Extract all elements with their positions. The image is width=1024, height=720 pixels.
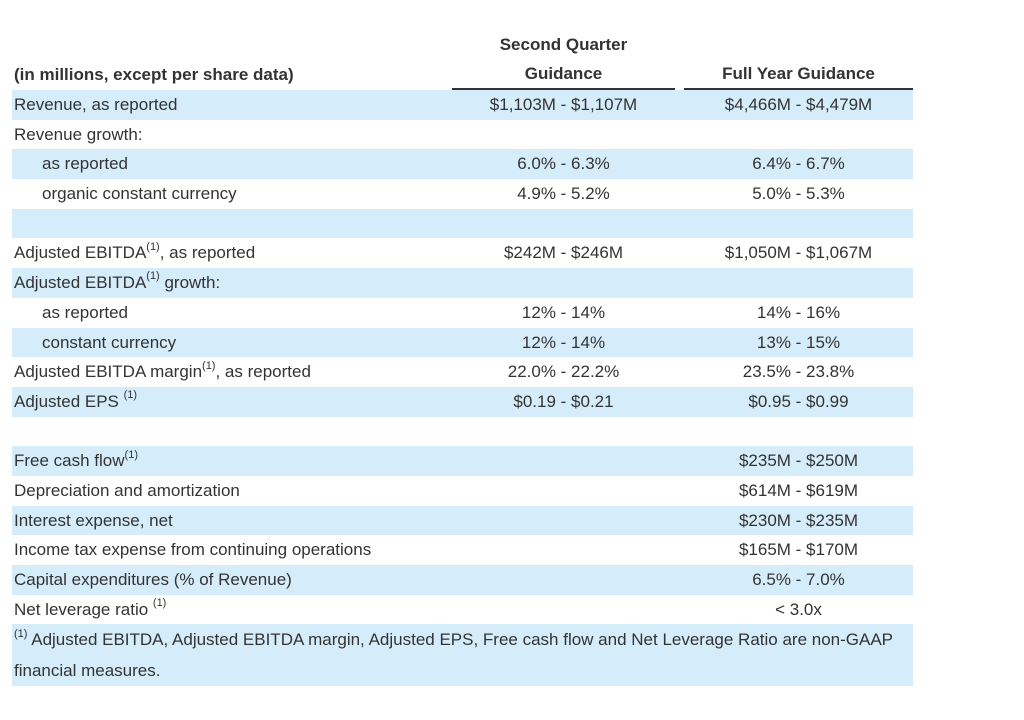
row-label: Income tax expense from continuing opera… bbox=[14, 540, 372, 560]
second-quarter-value: $1,103M - $1,107M bbox=[489, 95, 638, 114]
table-row: Adjusted EBITDA margin(1), as reported 2… bbox=[12, 357, 913, 387]
full-year-value: 23.5% - 23.8% bbox=[742, 362, 855, 382]
table-row: Capital expenditures (% of Revenue) 6.5%… bbox=[12, 565, 913, 595]
full-year-value: 6.5% - 7.0% bbox=[752, 570, 845, 589]
footnote-marker: (1) bbox=[202, 359, 216, 372]
footnote-marker: (1) bbox=[124, 448, 138, 461]
second-quarter-value: 6.0% - 6.3% bbox=[517, 154, 610, 174]
table-row: Interest expense, net $230M - $235M bbox=[12, 505, 913, 536]
header-row: (in millions, except per share data) Gui… bbox=[12, 60, 913, 90]
row-label: Capital expenditures (% of Revenue) bbox=[14, 570, 292, 589]
full-year-value: $4,466M - $4,479M bbox=[724, 95, 873, 114]
header-guidance: Guidance bbox=[452, 60, 675, 90]
full-year-value: $1,050M - $1,067M bbox=[724, 243, 873, 263]
header-label-column: (in millions, except per share data) bbox=[14, 65, 294, 84]
footnote-marker: (1) bbox=[123, 389, 138, 402]
second-quarter-value: 22.0% - 22.2% bbox=[507, 362, 620, 382]
table-row: as reported 12% - 14% 14% - 16% bbox=[12, 298, 913, 328]
table-row: Net leverage ratio (1) < 3.0x bbox=[12, 595, 913, 625]
row-label: Free cash flow(1) bbox=[14, 448, 138, 471]
header-second-quarter: Second Quarter bbox=[499, 35, 628, 54]
full-year-value: $230M - $235M bbox=[738, 510, 859, 530]
row-label: Revenue growth: bbox=[14, 124, 143, 144]
full-year-value: < 3.0x bbox=[775, 599, 822, 619]
table-row: Adjusted EBITDA(1) growth: bbox=[12, 268, 913, 298]
guidance-table: Second Quarter (in millions, except per … bbox=[12, 30, 913, 687]
row-label: as reported bbox=[42, 154, 128, 174]
row-label: Net leverage ratio (1) bbox=[14, 597, 167, 619]
row-label: as reported bbox=[42, 302, 128, 322]
table-row-spacer bbox=[12, 208, 913, 239]
full-year-value: 5.0% - 5.3% bbox=[752, 184, 845, 204]
footnote-marker: (1) bbox=[146, 240, 160, 253]
footnote-marker: (1) bbox=[14, 627, 28, 640]
second-quarter-value: 12% - 14% bbox=[521, 302, 606, 322]
row-label: Interest expense, net bbox=[14, 510, 173, 530]
row-label: Adjusted EBITDA(1) growth: bbox=[14, 270, 221, 293]
table-row: Revenue growth: bbox=[12, 120, 913, 150]
second-quarter-value: 12% - 14% bbox=[521, 332, 606, 352]
row-label: organic constant currency bbox=[42, 184, 237, 204]
full-year-value: 6.4% - 6.7% bbox=[752, 154, 845, 174]
second-quarter-value: 4.9% - 5.2% bbox=[517, 184, 610, 204]
header-full-year-guidance: Full Year Guidance bbox=[684, 60, 913, 90]
table-row: Adjusted EBITDA(1), as reported $242M - … bbox=[12, 238, 913, 268]
full-year-value: 14% - 16% bbox=[756, 302, 841, 322]
full-year-value: $165M - $170M bbox=[738, 540, 859, 560]
header-row-top: Second Quarter bbox=[12, 30, 913, 60]
footnote-text: Adjusted EBITDA, Adjusted EBITDA margin,… bbox=[14, 630, 893, 681]
table-row: as reported 6.0% - 6.3% 6.4% - 6.7% bbox=[12, 149, 913, 180]
row-label: Adjusted EPS (1) bbox=[14, 389, 138, 411]
row-label: Adjusted EBITDA margin(1), as reported bbox=[14, 359, 311, 382]
footnote-marker: (1) bbox=[146, 270, 160, 283]
full-year-value: $614M - $619M bbox=[738, 480, 859, 500]
table-row: Adjusted EPS (1) $0.19 - $0.21 $0.95 - $… bbox=[12, 386, 913, 417]
full-year-value: 13% - 15% bbox=[756, 332, 841, 352]
table-row: Free cash flow(1) $235M - $250M bbox=[12, 446, 913, 476]
table-row: Depreciation and amortization $614M - $6… bbox=[12, 476, 913, 506]
second-quarter-value: $0.19 - $0.21 bbox=[513, 391, 614, 411]
full-year-value: $235M - $250M bbox=[738, 451, 859, 471]
row-label: constant currency bbox=[42, 332, 177, 352]
table-row: constant currency 12% - 14% 13% - 15% bbox=[12, 327, 913, 358]
row-label: Depreciation and amortization bbox=[14, 480, 240, 500]
footnote-marker: (1) bbox=[152, 597, 167, 610]
table-row: organic constant currency 4.9% - 5.2% 5.… bbox=[12, 179, 913, 209]
table-row: Revenue, as reported $1,103M - $1,107M $… bbox=[12, 90, 913, 120]
table-row: Income tax expense from continuing opera… bbox=[12, 535, 913, 565]
second-quarter-value: $242M - $246M bbox=[503, 243, 624, 263]
full-year-value: $0.95 - $0.99 bbox=[748, 391, 849, 411]
footnote: (1) Adjusted EBITDA, Adjusted EBITDA mar… bbox=[12, 624, 913, 687]
row-label: Adjusted EBITDA(1), as reported bbox=[14, 240, 256, 263]
row-label: Revenue, as reported bbox=[14, 95, 178, 114]
table-row-spacer bbox=[12, 417, 913, 447]
